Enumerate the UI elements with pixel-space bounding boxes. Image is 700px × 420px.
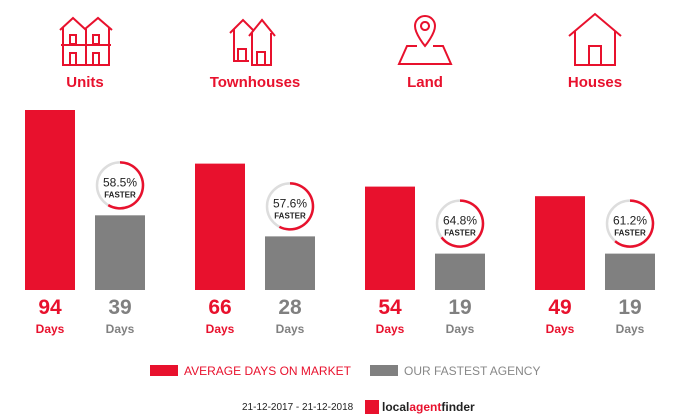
bar-average-land (365, 186, 415, 290)
faster-percent: 61.2% (613, 214, 647, 228)
value-fastest: 28 (278, 296, 302, 319)
bar-fastest-units (95, 215, 145, 290)
faster-ring-arc (614, 199, 655, 248)
bar-fastest-land (435, 253, 485, 290)
bar-fastest-townhouses (265, 236, 315, 290)
legend-label-average: AVERAGE DAYS ON MARKET (184, 364, 351, 378)
faster-label: FASTER (274, 211, 306, 220)
value-average: 54 (378, 296, 402, 319)
days-label: Days (35, 322, 65, 336)
category-label-townhouses: Townhouses (209, 74, 301, 91)
faster-ring-arc (107, 161, 145, 210)
legend-swatch-red (150, 365, 178, 376)
bar-average-units (25, 110, 75, 290)
land-icon (397, 14, 453, 65)
faster-percent: 64.8% (443, 214, 477, 228)
legend-item-average: AVERAGE DAYS ON MARKET (150, 364, 351, 378)
faster-ring-arc (440, 199, 485, 248)
value-fastest: 19 (448, 296, 472, 319)
houses-icon (568, 12, 622, 66)
date-range: 21-12-2017 - 21-12-2018 (242, 402, 354, 413)
faster-percent: 58.5% (103, 175, 137, 189)
days-label: Days (615, 322, 645, 336)
category-label-units: Units (66, 74, 104, 91)
bar-fastest-houses (605, 253, 655, 290)
faster-percent: 57.6% (273, 196, 307, 210)
category-label-houses: Houses (567, 74, 623, 91)
days-label: Days (545, 322, 575, 336)
logo-icon (365, 400, 379, 414)
days-label: Days (105, 322, 135, 336)
townhouses-icon (229, 18, 276, 66)
logo: localagentfinder (365, 400, 475, 414)
bar-average-townhouses (195, 163, 245, 290)
value-average: 49 (548, 296, 572, 319)
faster-label: FASTER (614, 229, 646, 238)
days-label: Days (275, 322, 305, 336)
days-label: Days (375, 322, 405, 336)
value-fastest: 19 (618, 296, 642, 319)
legend-swatch-grey (370, 365, 398, 376)
value-average: 66 (208, 296, 232, 319)
bar-average-houses (535, 196, 585, 290)
legend-item-fastest: OUR FASTEST AGENCY (370, 364, 540, 378)
faster-label: FASTER (104, 190, 136, 199)
days-label: Days (205, 322, 235, 336)
value-fastest: 39 (108, 296, 132, 319)
units-icon (59, 16, 113, 66)
legend-label-fastest: OUR FASTEST AGENCY (404, 364, 541, 378)
faster-label: FASTER (444, 229, 476, 238)
category-label-land: Land (407, 74, 443, 91)
faster-ring-arc (278, 182, 315, 231)
days-label: Days (445, 322, 475, 336)
value-average: 94 (38, 296, 62, 319)
